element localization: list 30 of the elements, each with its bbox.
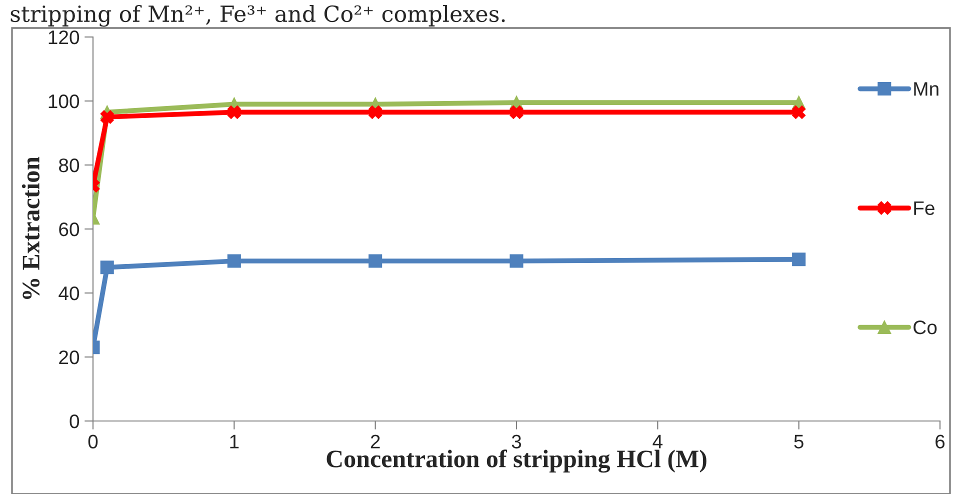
y-tick-label: 80 [59, 158, 80, 172]
x-tick-label: 3 [512, 434, 522, 448]
y-tick-label: 0 [70, 414, 80, 428]
point [510, 254, 524, 268]
y-tick-label: 40 [58, 286, 80, 300]
point [227, 105, 241, 119]
x-axis-title: Concentration of stripping HCl (M) [326, 450, 706, 473]
point [792, 252, 806, 266]
point [100, 110, 114, 124]
text: stripping of Mn²⁺, Fe³⁺ and Co²⁺ complexes. [10, 4, 505, 27]
point [100, 260, 114, 274]
point [368, 254, 382, 268]
x-tick-label: 6 [936, 434, 945, 448]
y-tick-label: 120 [48, 30, 80, 44]
y-axis-title: % Extraction [22, 156, 40, 299]
point [368, 105, 382, 119]
x-tick-label: 0 [88, 434, 98, 448]
y-tick-label: 60 [59, 222, 80, 236]
point [227, 254, 241, 268]
x-tick-label: 4 [652, 434, 663, 448]
x-tick-label: 2 [370, 434, 380, 448]
legend-label: Fe [914, 201, 934, 216]
point [510, 105, 524, 119]
x-tick-label: 5 [794, 434, 804, 448]
point [792, 105, 806, 119]
legend-label: Mn [914, 82, 938, 96]
y-tick-label: 100 [48, 94, 80, 108]
y-tick-label: 20 [59, 350, 80, 364]
x-tick-label: 1 [230, 434, 239, 448]
legend-label: Co [914, 320, 937, 334]
